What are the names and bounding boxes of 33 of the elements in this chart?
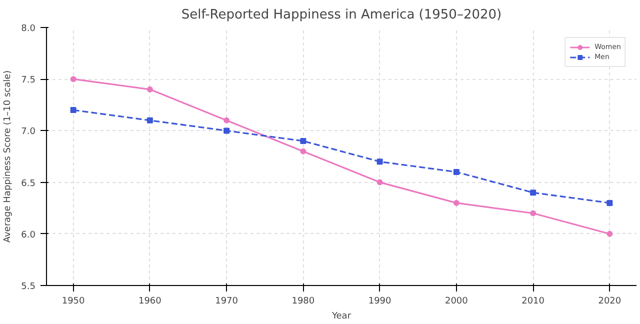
- point: [376, 179, 383, 186]
- x-tick-label: 1970: [215, 296, 238, 306]
- point: [146, 86, 153, 92]
- point: [530, 190, 536, 196]
- point: [530, 210, 536, 216]
- point: [453, 168, 460, 175]
- y-axis-title: Average Happiness Score (1–10 scale): [3, 70, 14, 243]
- chart-title: Self-Reported Happiness in America (1950–2020): [181, 8, 502, 22]
- point: [300, 148, 306, 154]
- point: [606, 230, 613, 237]
- point: [224, 128, 230, 134]
- y-tick-label: 7.0: [21, 127, 36, 138]
- point: [300, 138, 306, 144]
- y-tick-label: 6.5: [21, 178, 36, 189]
- y-tick-label: 6.0: [21, 230, 36, 240]
- x-tick-label: 2010: [522, 296, 545, 306]
- point: [224, 117, 230, 124]
- point: [70, 107, 76, 114]
- point: [70, 76, 76, 82]
- x-axis-title: Year: [330, 312, 352, 322]
- x-tick-label: 2000: [444, 296, 468, 306]
- x-tick-label: 2020: [598, 296, 622, 306]
- y-tick-label: 8.0: [21, 24, 36, 34]
- y-tick-label: 7.5: [21, 76, 36, 86]
- point: [376, 158, 383, 165]
- x-tick-label: 1990: [368, 296, 392, 306]
- point: [606, 200, 613, 206]
- x-tick-label: 1980: [292, 296, 315, 306]
- x-tick-label: 1960: [138, 296, 162, 306]
- point: [453, 200, 460, 206]
- point: [146, 117, 153, 124]
- y-tick-label: 5.5: [21, 282, 36, 292]
- x-tick-label: 1950: [62, 296, 86, 306]
